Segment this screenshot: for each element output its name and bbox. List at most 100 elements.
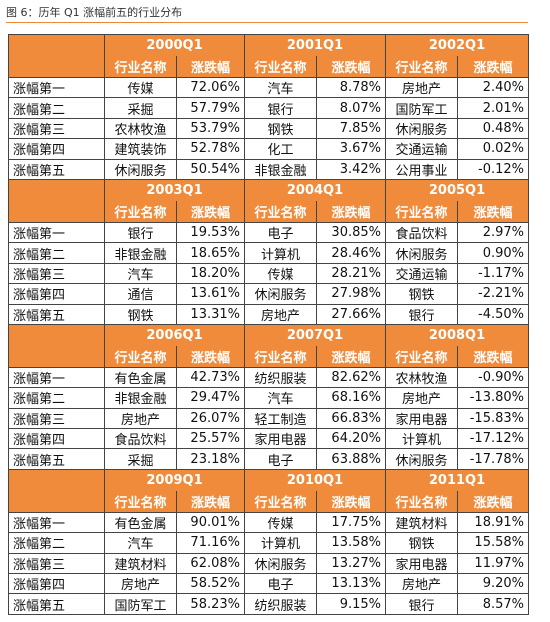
change-value: 19.53%: [176, 221, 245, 244]
industry-name: 食品饮料: [104, 428, 177, 450]
industry-name: 房地产: [244, 303, 317, 325]
industry-name: 汽车: [244, 76, 317, 99]
year-row: 2009Q1 2010Q1 2011Q1: [8, 468, 529, 491]
industry-name: 家用电器: [385, 407, 458, 430]
year-header: 2002Q1: [385, 34, 529, 56]
change-value: -13.80%: [457, 387, 529, 409]
column-header: 涨跌幅: [457, 490, 529, 513]
change-value: 62.08%: [176, 552, 245, 575]
row-label: 涨幅第三: [8, 262, 105, 285]
data-row: 涨幅第三 建筑材料 62.08% 休闲服务 13.27% 家用电器 11.97%: [8, 552, 529, 575]
change-value: 9.20%: [457, 573, 529, 595]
industry-name: 房地产: [104, 573, 177, 595]
industry-name: 公用事业: [385, 158, 458, 180]
industry-name: 钢铁: [385, 532, 458, 554]
row-label: 涨幅第三: [8, 552, 105, 575]
subheader-row: 行业名称 涨跌幅 行业名称 涨跌幅 行业名称 涨跌幅: [8, 56, 529, 78]
change-value: 72.06%: [176, 76, 245, 99]
data-row: 涨幅第四 食品饮料 25.57% 家用电器 64.20% 计算机 -17.12%: [8, 428, 529, 450]
data-row: 涨幅第一 银行 19.53% 电子 30.85% 食品饮料 2.97%: [8, 221, 529, 244]
industry-name: 汽车: [244, 387, 317, 409]
industry-name: 有色金属: [104, 511, 177, 534]
change-value: 3.42%: [316, 158, 386, 180]
change-value: 18.91%: [457, 511, 529, 534]
industry-name: 交通运输: [385, 138, 458, 160]
corner-cell: [8, 468, 105, 491]
industry-name: 纺织服装: [244, 593, 317, 615]
year-header: 2003Q1: [104, 178, 245, 201]
change-value: 30.85%: [316, 221, 386, 244]
column-header: 行业名称: [385, 490, 458, 513]
data-row: 涨幅第五 钢铁 13.31% 房地产 27.66% 银行 -4.50%: [8, 303, 529, 325]
row-label: 涨幅第二: [8, 532, 105, 554]
change-value: 0.02%: [457, 138, 529, 160]
industry-name: 交通运输: [385, 262, 458, 285]
change-value: 2.01%: [457, 97, 529, 119]
industry-name: 钢铁: [104, 303, 177, 325]
industry-name: 汽车: [104, 262, 177, 285]
data-row: 涨幅第二 采掘 57.79% 银行 8.07% 国防军工 2.01%: [8, 97, 529, 119]
change-value: 15.58%: [457, 532, 529, 554]
change-value: 0.90%: [457, 242, 529, 264]
change-value: 58.23%: [176, 593, 245, 615]
change-value: 13.61%: [176, 283, 245, 305]
industry-table: 2000Q1 2001Q1 2002Q1 行业名称 涨跌幅 行业名称 涨跌幅 行业名称 涨跌幅涨…: [8, 34, 529, 615]
change-value: -0.12%: [457, 158, 529, 180]
corner-cell: [8, 490, 105, 513]
change-value: 71.16%: [176, 532, 245, 554]
corner-cell: [8, 345, 105, 368]
change-value: -15.83%: [457, 407, 529, 430]
industry-name: 房地产: [385, 387, 458, 409]
column-header: 涨跌幅: [176, 56, 245, 78]
column-header: 行业名称: [244, 490, 317, 513]
change-value: -2.21%: [457, 283, 529, 305]
column-header: 行业名称: [104, 345, 177, 368]
industry-name: 农林牧渔: [104, 117, 177, 140]
industry-name: 房地产: [104, 407, 177, 430]
change-value: 63.88%: [316, 448, 386, 470]
change-value: 9.15%: [316, 593, 386, 615]
row-label: 涨幅第五: [8, 158, 105, 180]
industry-name: 传媒: [104, 76, 177, 99]
change-value: 7.85%: [316, 117, 386, 140]
industry-name: 国防军工: [385, 97, 458, 119]
data-row: 涨幅第五 采掘 23.18% 电子 63.88% 休闲服务 -17.78%: [8, 448, 529, 470]
industry-name: 非银金融: [104, 387, 177, 409]
industry-name: 休闲服务: [385, 448, 458, 470]
column-header: 涨跌幅: [457, 56, 529, 78]
row-label: 涨幅第三: [8, 117, 105, 140]
data-row: 涨幅第三 农林牧渔 53.79% 钢铁 7.85% 休闲服务 0.48%: [8, 117, 529, 140]
change-value: -0.90%: [457, 366, 529, 389]
subheader-row: 行业名称 涨跌幅 行业名称 涨跌幅 行业名称 涨跌幅: [8, 345, 529, 368]
column-header: 行业名称: [244, 56, 317, 78]
industry-name: 电子: [244, 221, 317, 244]
change-value: 90.01%: [176, 511, 245, 534]
industry-name: 化工: [244, 138, 317, 160]
change-value: 68.16%: [316, 387, 386, 409]
column-header: 涨跌幅: [316, 200, 386, 223]
year-row: 2003Q1 2004Q1 2005Q1: [8, 178, 529, 201]
column-header: 涨跌幅: [457, 345, 529, 368]
data-row: 涨幅第一 有色金属 42.73% 纺织服装 82.62% 农林牧渔 -0.90%: [8, 366, 529, 389]
data-row: 涨幅第四 通信 13.61% 休闲服务 27.98% 钢铁 -2.21%: [8, 283, 529, 305]
data-row: 涨幅第五 国防军工 58.23% 纺织服装 9.15% 银行 8.57%: [8, 593, 529, 615]
industry-name: 传媒: [244, 262, 317, 285]
subheader-row: 行业名称 涨跌幅 行业名称 涨跌幅 行业名称 涨跌幅: [8, 200, 529, 223]
subheader-row: 行业名称 涨跌幅 行业名称 涨跌幅 行业名称 涨跌幅: [8, 490, 529, 513]
figure-title: 图 6：历年 Q1 涨幅前五的行业分布: [6, 6, 183, 19]
industry-name: 通信: [104, 283, 177, 305]
change-value: 23.18%: [176, 448, 245, 470]
row-label: 涨幅第一: [8, 221, 105, 244]
industry-name: 电子: [244, 448, 317, 470]
year-row: 2000Q1 2001Q1 2002Q1: [8, 34, 529, 56]
industry-name: 银行: [385, 303, 458, 325]
industry-name: 银行: [244, 97, 317, 119]
industry-name: 房地产: [385, 573, 458, 595]
change-value: 8.78%: [316, 76, 386, 99]
change-value: 2.97%: [457, 221, 529, 244]
row-label: 涨幅第五: [8, 303, 105, 325]
change-value: 26.07%: [176, 407, 245, 430]
change-value: 18.20%: [176, 262, 245, 285]
year-header: 2004Q1: [244, 178, 386, 201]
